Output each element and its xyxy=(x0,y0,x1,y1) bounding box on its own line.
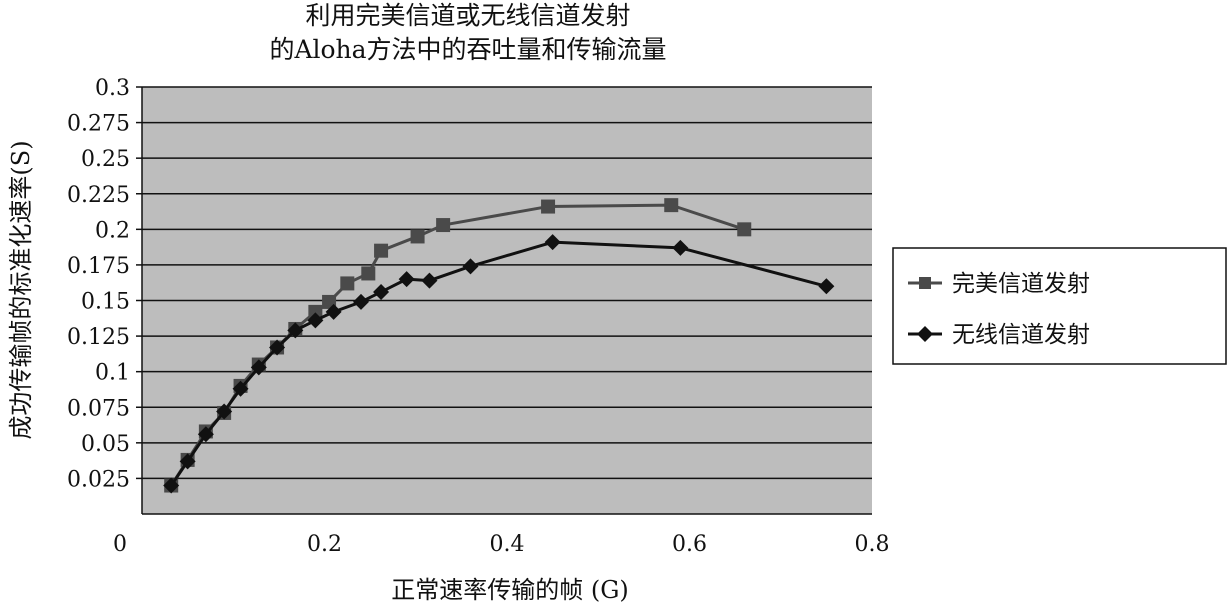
data-point-square xyxy=(737,222,752,237)
data-point-square xyxy=(410,229,425,244)
data-point-diamond xyxy=(287,322,304,339)
legend-item-wireless: 无线信道发射 xyxy=(908,322,1090,348)
x-tick-labels: 0 0.2 0.4 0.6 0.8 xyxy=(113,532,890,557)
x-tick-label: 0.8 xyxy=(855,532,890,557)
legend-label-wireless: 无线信道发射 xyxy=(952,322,1090,348)
legend-square-marker xyxy=(919,277,931,289)
y-tick-labels: 0.025 0.05 0.075 0.1 0.125 0.15 0.175 0.2 0.225 0… xyxy=(67,76,142,492)
data-point-diamond xyxy=(421,272,438,289)
chart-title-line-2: 的Aloha方法中的吞吐量和传输流量 xyxy=(269,35,666,64)
data-point-square xyxy=(436,218,451,233)
data-point-square xyxy=(340,276,355,291)
data-point-diamond xyxy=(325,303,342,320)
legend-diamond-marker xyxy=(917,326,933,342)
y-tick-label: 0.175 xyxy=(67,254,130,279)
x-tick-label: 0.4 xyxy=(490,532,525,557)
grid-lines xyxy=(142,86,872,480)
y-tick-label: 0.2 xyxy=(95,218,130,243)
data-point-square xyxy=(374,243,389,258)
y-tick-label: 0.1 xyxy=(95,361,130,386)
data-point-square xyxy=(308,304,323,319)
data-point-diamond xyxy=(353,293,369,310)
legend-item-perfect: 完美信道发射 xyxy=(908,271,1090,297)
data-point-diamond xyxy=(307,312,324,329)
data-point-diamond xyxy=(232,380,249,397)
data-point-diamond xyxy=(216,403,233,420)
data-point-diamond xyxy=(818,278,835,295)
data-point-diamond xyxy=(544,234,561,251)
legend: 完美信道发射 无线信道发射 xyxy=(892,247,1227,365)
legend-label-perfect: 完美信道发射 xyxy=(952,271,1090,297)
y-tick-label: 0.225 xyxy=(67,183,130,208)
data-point-square xyxy=(664,198,679,213)
data-point-diamond xyxy=(197,426,214,443)
chart-title-line-1: 利用完美信道或无线信道发射 xyxy=(305,1,630,30)
data-point-diamond xyxy=(250,359,267,376)
y-tick-label: 0.275 xyxy=(67,112,130,137)
data-point-diamond xyxy=(373,283,390,300)
data-point-diamond xyxy=(462,258,479,275)
data-point-diamond xyxy=(163,477,180,494)
data-point-square xyxy=(541,199,556,214)
y-tick-label: 0.05 xyxy=(81,432,130,457)
x-tick-label: 0 xyxy=(113,532,127,557)
x-tick-label: 0.2 xyxy=(307,532,342,557)
data-point-diamond xyxy=(179,453,196,470)
series-layer xyxy=(163,198,835,494)
y-axis-title: 成功传输帧的标准化速率(S) xyxy=(7,140,35,439)
data-point-diamond xyxy=(398,271,415,288)
y-tick-label: 0.15 xyxy=(81,290,130,315)
x-tick-label: 0.6 xyxy=(672,532,707,557)
data-point-diamond xyxy=(269,339,286,356)
y-tick-label: 0.25 xyxy=(81,147,130,172)
data-point-diamond xyxy=(672,239,689,256)
y-tick-label: 0.025 xyxy=(67,467,130,492)
x-axis-title: 正常速率传输的帧 (G) xyxy=(391,576,629,604)
y-tick-label: 0.125 xyxy=(67,325,130,350)
y-tick-label: 0.075 xyxy=(67,396,130,421)
data-point-square xyxy=(361,266,376,281)
legend-box xyxy=(892,247,1227,365)
y-tick-label: 0.3 xyxy=(95,76,130,101)
